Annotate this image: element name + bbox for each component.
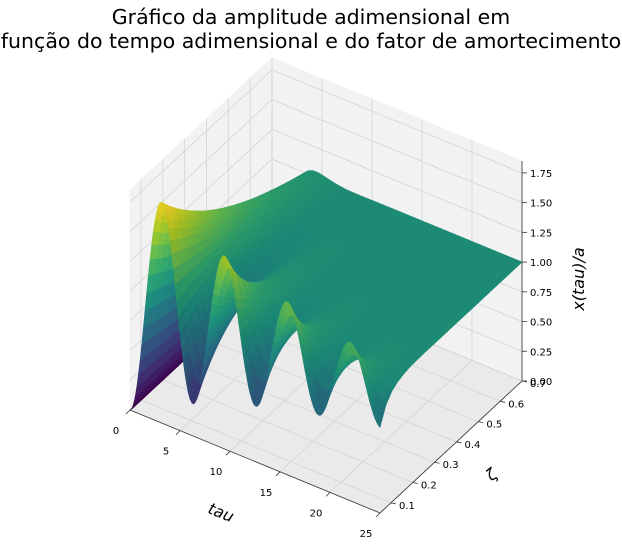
x-tick [325, 492, 331, 497]
y-tick [434, 461, 440, 464]
y-tick-label: 0.1 [399, 501, 415, 512]
x-tick-label: 10 [210, 467, 223, 478]
z-tick-label: 0.25 [530, 347, 552, 358]
tick-labels: 0 5 10 15 20 25 0.1 0.2 0.3 0.4 0.5 0.6 0.70.00 0.25 0… [113, 169, 552, 540]
x-axis-label: tau [205, 499, 236, 526]
z-tick-label: 1.00 [530, 258, 552, 269]
x-tick-label: 5 [163, 447, 169, 458]
x-axis-line [129, 409, 381, 514]
z-tick-label: 1.50 [530, 199, 552, 210]
y-axis-line [379, 380, 523, 514]
x-tick [275, 471, 281, 477]
axis-lines [129, 161, 523, 514]
x-tick-label: 0 [113, 426, 119, 437]
surface-patch [169, 238, 178, 255]
x-tick [375, 512, 381, 518]
z-tick-label: 1.75 [530, 169, 552, 180]
y-tick-label: 0.6 [508, 399, 524, 410]
surface [129, 170, 523, 429]
x-tick [125, 409, 131, 415]
y-tick [500, 400, 506, 403]
y-tick [390, 502, 397, 505]
tick-marks [125, 172, 528, 518]
y-axis-label: ζ [481, 464, 502, 486]
y-tick [412, 482, 418, 484]
z-tick-label: 1.25 [530, 228, 552, 239]
x-tick-label: 15 [260, 488, 273, 499]
x-tick-label: 20 [310, 508, 323, 519]
surface-patch [152, 220, 162, 234]
y-tick-label: 0.2 [421, 481, 437, 492]
y-tick-label: 0.3 [443, 460, 459, 471]
y-tick-label: 0.4 [465, 440, 481, 451]
chart-title-line-1: Gráfico da amplitude adimensional em [111, 5, 511, 29]
z-tick-label: 0.50 [530, 318, 552, 329]
z-axis-label: x(tau)/a [569, 247, 588, 311]
z-tick-label: 0.00 [530, 377, 552, 388]
chart-title: Gráfico da amplitude adimensional em fun… [0, 5, 622, 53]
y-tick [456, 441, 462, 444]
grid-line-z [129, 99, 523, 232]
z-tick-label: 0.75 [530, 288, 552, 299]
y-tick-label: 0.5 [486, 420, 502, 431]
surface-patch [129, 403, 138, 411]
grid-line-z [129, 69, 523, 203]
y-tick [478, 421, 484, 424]
surface-patch [151, 231, 160, 246]
chart-title-line-2: função do tempo adimensional e do fator … [0, 29, 622, 53]
x-tick-label: 25 [360, 529, 373, 540]
x-tick [175, 430, 181, 435]
y-tick-label: 0.7 [530, 379, 546, 390]
x-tick [225, 450, 231, 456]
